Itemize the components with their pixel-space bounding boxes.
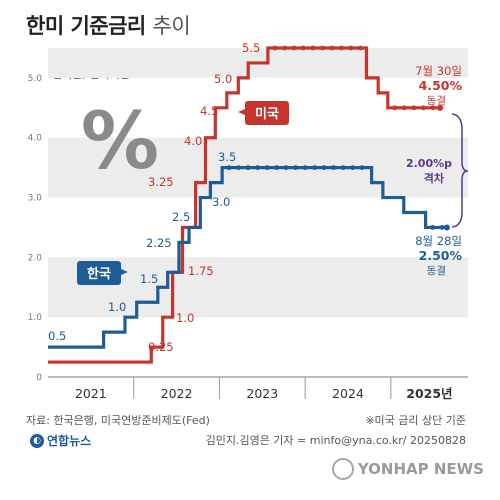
x-tick-label: 2021 xyxy=(75,386,107,401)
us-plateau-dot xyxy=(348,45,354,51)
x-tick-label: 2023 xyxy=(246,386,278,401)
kr-plateau-dot xyxy=(274,165,280,171)
x-tick-label: 2022 xyxy=(161,386,193,401)
us-plateau-dot xyxy=(420,105,426,111)
title-sub: 추이 xyxy=(152,14,191,38)
kr-rate-label: 2.5 xyxy=(172,210,190,224)
us-rate-line xyxy=(48,46,441,364)
watermark-circle-icon xyxy=(331,458,354,480)
us-plateau-dot xyxy=(401,105,407,111)
agency-mark-icon: ◐ xyxy=(30,433,44,448)
kr-plateau-dot xyxy=(430,225,435,230)
kr-rate-line xyxy=(48,166,447,349)
us-rate-label: 5.5 xyxy=(242,41,260,55)
us-plateau-dot xyxy=(411,105,417,111)
kr-plateau-dot xyxy=(331,165,337,171)
series-end-point xyxy=(443,224,450,231)
series-end-point xyxy=(437,104,444,111)
us-plateau-dot xyxy=(300,45,306,51)
kr-plateau-dot xyxy=(264,165,270,171)
kr-plateau-dot xyxy=(321,165,327,171)
credit-line: 김민지.김영은 기자 = minfo@yna.co.kr/ 20250828 xyxy=(205,434,466,447)
us-rate-label: 1.0 xyxy=(176,311,194,325)
us-badge-label: 미국 xyxy=(255,106,279,122)
us-plateau-dot xyxy=(392,105,398,111)
us-rate-label: 1.75 xyxy=(188,264,214,278)
kr-plateau-dot xyxy=(302,165,308,171)
kr-badge-label: 한국 xyxy=(87,266,111,282)
kr-plateau-dot xyxy=(255,165,261,171)
title-main: 한미 기준금리 xyxy=(26,14,146,38)
y-tick-label: 1.0 xyxy=(28,313,43,323)
us-rate-label: 0.25 xyxy=(148,340,174,354)
us-annotation-value: 4.50% xyxy=(419,78,463,93)
kr-badge xyxy=(77,261,128,285)
kr-plateau-dot xyxy=(245,165,251,171)
kr-rate-label: 3.0 xyxy=(212,195,230,209)
kr-plateau-dot xyxy=(236,165,242,171)
us-annotation-date: 7월 30일 xyxy=(415,64,462,78)
chart-title: 한미 기준금리 추이 xyxy=(26,10,191,40)
kr-rate-label: 1.0 xyxy=(108,300,126,314)
kr-rate-label: 1.5 xyxy=(140,272,158,286)
y-tick-label: 2.0 xyxy=(28,253,43,263)
y-tick-label: 3.0 xyxy=(28,194,43,204)
kr-plateau-dot xyxy=(293,165,299,171)
kr-plateau-dot xyxy=(439,225,445,230)
us-plateau-dot xyxy=(430,105,436,111)
source-note: 자료: 한국은행, 미국연방준비제도(Fed) xyxy=(26,414,210,427)
watermark-text: YONHAP NEWS xyxy=(357,460,484,478)
kr-plateau-dot xyxy=(312,165,318,171)
kr-rate-label: 3.5 xyxy=(218,150,236,164)
us-badge xyxy=(238,101,289,125)
us-plateau-dot xyxy=(291,45,297,51)
us-annotation-status: 동결 xyxy=(427,95,446,107)
kr-rate-label: 2.25 xyxy=(146,236,172,250)
us-plateau-dot xyxy=(329,45,335,51)
kr-rate-label: 0.5 xyxy=(48,329,66,343)
y-tick-label: 4.0 xyxy=(28,134,43,144)
gap-value: 2.00%p xyxy=(406,157,452,170)
gap-label: 격차 xyxy=(424,171,445,185)
kr-plateau-dot xyxy=(283,165,289,171)
kr-annotation-date: 8월 28일 xyxy=(415,234,462,248)
watermark: YONHAP NEWS xyxy=(331,458,484,480)
x-tick-label: 2025년 xyxy=(406,386,452,401)
kr-annotation-value: 2.50% xyxy=(419,248,463,263)
footnote: ※미국 금리 상단 기준 xyxy=(365,414,466,427)
us-plateau-dot xyxy=(281,45,287,51)
agency-name: 연합뉴스 xyxy=(47,434,92,448)
kr-plateau-dot xyxy=(226,165,232,171)
kr-plateau-dot xyxy=(359,165,365,171)
us-plateau-dot xyxy=(319,45,325,51)
kr-plateau-dot xyxy=(350,165,356,171)
kr-annotation-status: 동결 xyxy=(427,265,446,277)
agency-logo: ◐ 연합뉴스 xyxy=(30,432,91,449)
us-rate-label: 4.5 xyxy=(200,104,218,118)
percent-glyph: % xyxy=(81,97,159,187)
us-plateau-dot xyxy=(338,45,344,51)
us-rate-label: 4.0 xyxy=(184,134,202,148)
us-plateau-dot xyxy=(310,45,316,51)
y-tick-label: 0 xyxy=(36,373,42,383)
us-plateau-dot xyxy=(357,45,363,51)
kr-plateau-dot xyxy=(340,165,346,171)
x-tick-label: 2024 xyxy=(332,386,364,401)
us-plateau-dot xyxy=(272,45,278,51)
gap-brace xyxy=(451,113,469,228)
us-rate-label: 3.25 xyxy=(148,175,174,189)
us-rate-label: 5.0 xyxy=(214,72,232,86)
y-tick-label: 5.0 xyxy=(28,74,43,84)
